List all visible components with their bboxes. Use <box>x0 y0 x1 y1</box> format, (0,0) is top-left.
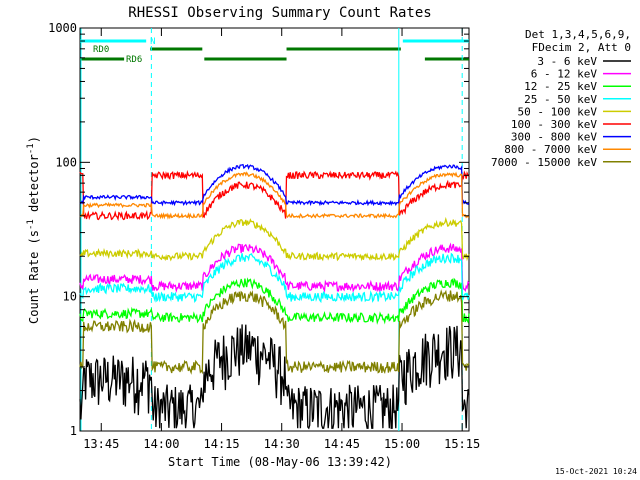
series-line <box>79 169 470 222</box>
series-line <box>79 171 469 220</box>
chart-title: RHESSI Observing Summary Count Rates <box>128 5 431 21</box>
y-axis-label: Count Rate (s-1 detector-1) <box>26 136 41 324</box>
x-tick-label: 15:00 <box>384 437 420 451</box>
flag-bars: N RD0 RD6 <box>80 37 469 65</box>
series-layer <box>79 163 470 430</box>
x-tick-label: 14:15 <box>204 437 240 451</box>
legend-label: 25 - 50 keV <box>524 93 597 106</box>
legend-header-line: FDecim 2, Att 0 <box>532 41 631 54</box>
series-line <box>79 163 470 207</box>
legend-label: 6 - 12 keV <box>531 68 598 81</box>
series-line <box>79 242 470 294</box>
legend: Det 1,3,4,5,6,9,FDecim 2, Att 03 - 6 keV… <box>491 28 631 169</box>
legend-label: 3 - 6 keV <box>537 55 597 68</box>
legend-label: 7000 - 15000 keV <box>491 156 597 169</box>
legend-label: 800 - 7000 keV <box>504 143 597 156</box>
y-tick-label: 10 <box>63 290 77 304</box>
series-line <box>79 216 470 262</box>
legend-label: 12 - 25 keV <box>524 80 597 93</box>
y-tick-label: 1000 <box>48 21 77 35</box>
flag-bar-label: RD6 <box>126 55 142 65</box>
flag-bar-label: N <box>150 37 155 47</box>
series-line <box>79 289 470 375</box>
legend-label: 300 - 800 keV <box>511 131 597 144</box>
y-tick-label: 100 <box>55 155 77 169</box>
x-tick-label: 14:30 <box>264 437 300 451</box>
plot-frame <box>79 27 470 432</box>
x-tick-label: 14:45 <box>324 437 360 451</box>
series-line <box>79 324 470 430</box>
x-tick-label: 15:15 <box>444 437 480 451</box>
x-axis-label: Start Time (08-May-06 13:39:42) <box>168 455 392 469</box>
legend-label: 100 - 300 keV <box>511 118 597 131</box>
flag-bar-label: RD0 <box>93 45 109 55</box>
legend-label: 50 - 100 keV <box>518 105 598 118</box>
x-tick-label: 14:00 <box>143 437 179 451</box>
x-tick-label: 13:45 <box>83 437 119 451</box>
series-line <box>79 277 470 325</box>
y-tick-label: 1 <box>70 424 77 438</box>
series-line <box>79 252 470 304</box>
legend-header-line: Det 1,3,4,5,6,9, <box>525 28 631 41</box>
axis-ticks: 13:45 14:00 14:15 14:30 14:45 15:00 15:15 1 10 10… <box>48 21 480 451</box>
generation-timestamp: 15-Oct-2021 10:24 <box>555 467 637 476</box>
